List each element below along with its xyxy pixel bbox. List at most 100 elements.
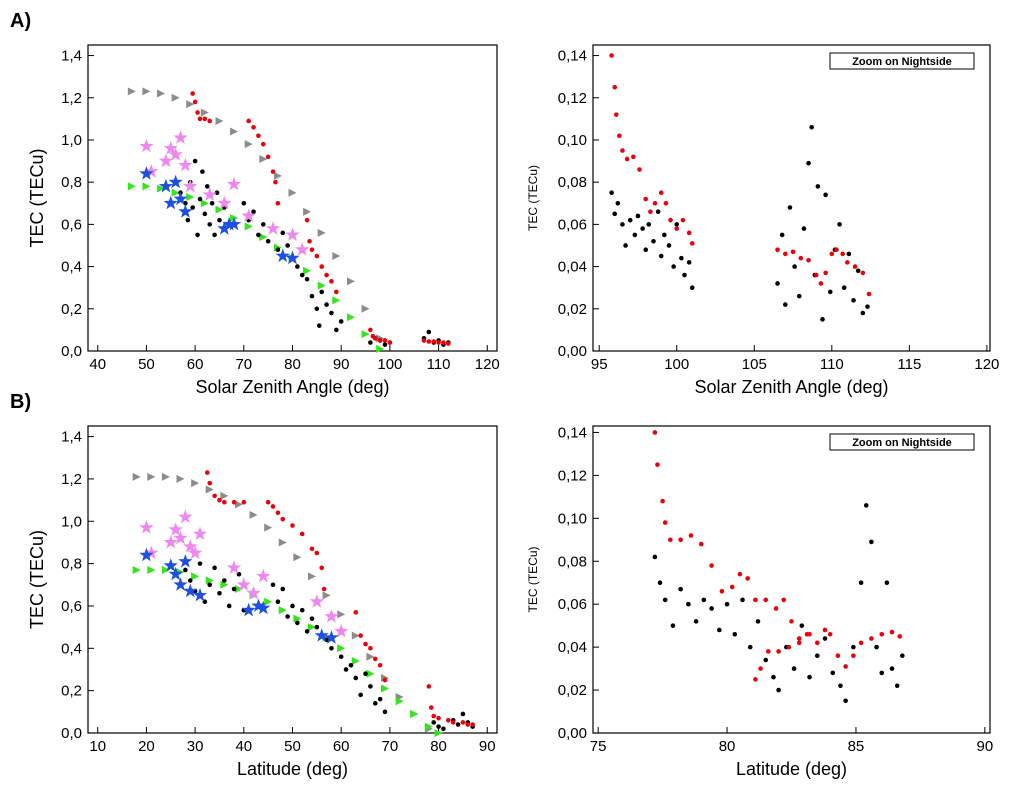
data-point	[329, 279, 334, 284]
data-point	[191, 479, 200, 488]
y-tick-label: 0,14	[558, 424, 587, 441]
series	[139, 509, 349, 638]
x-axis-title: Latitude (deg)	[237, 759, 348, 779]
data-point	[132, 565, 141, 574]
data-point	[353, 675, 359, 681]
data-point	[841, 285, 847, 290]
panel: 10 20 30 40 50 60 70 80 90 0,0 0,2 0,4 0,6 0,8 1,0 1,2 1…	[10, 391, 498, 779]
data-point	[158, 178, 173, 193]
data-point	[424, 722, 433, 731]
data-point	[441, 726, 446, 732]
data-point	[763, 597, 769, 603]
data-point	[307, 572, 316, 581]
data-point	[807, 674, 812, 680]
data-point	[192, 99, 198, 105]
data-point	[183, 567, 188, 573]
data-point	[142, 182, 151, 191]
data-point	[187, 578, 193, 583]
data-point	[139, 520, 154, 534]
panel: 75 80 85 90 0,00 0,02 0,04 0,06 0,08 0,10 0,12 0,14…	[526, 424, 993, 779]
data-point	[358, 692, 363, 698]
x-tick-label: 40	[235, 738, 252, 755]
data-point	[332, 296, 341, 305]
data-point	[686, 230, 692, 236]
data-point	[820, 317, 825, 322]
data-point	[709, 563, 714, 568]
x-tick-label: 100	[664, 356, 689, 373]
annotation: Zoom on Nightside	[852, 56, 952, 68]
data-point	[663, 200, 669, 206]
x-axis-title: Latitude (deg)	[736, 759, 847, 779]
data-point	[431, 713, 437, 719]
data-point	[139, 166, 154, 180]
y-tick-label: 0,00	[558, 725, 587, 742]
data-point	[745, 576, 750, 581]
data-point	[358, 633, 363, 638]
data-point	[719, 589, 725, 594]
data-point	[173, 530, 188, 545]
x-tick-label: 95	[591, 356, 608, 373]
data-point	[275, 247, 281, 253]
data-point	[814, 640, 820, 646]
data-point	[226, 216, 242, 231]
y-tick-label: 0,04	[558, 639, 587, 656]
data-point	[220, 580, 229, 589]
data-point	[251, 209, 256, 215]
x-tick-label: 105	[742, 356, 767, 373]
data-point	[314, 306, 320, 312]
data-point	[314, 253, 320, 259]
data-point	[314, 624, 320, 630]
y-tick-label: 0,06	[558, 596, 587, 613]
x-tick-label: 40	[89, 356, 106, 373]
data-point	[192, 526, 208, 540]
data-point	[717, 627, 722, 633]
data-point	[259, 154, 268, 163]
data-point	[441, 340, 446, 345]
data-point	[368, 646, 373, 651]
y-tick-label: 1,0	[61, 513, 82, 530]
data-point	[163, 140, 178, 155]
data-point	[869, 636, 874, 641]
data-point	[640, 226, 645, 231]
data-point	[304, 217, 310, 223]
data-point	[226, 560, 242, 574]
series	[652, 430, 903, 682]
data-point	[173, 191, 188, 206]
data-point	[689, 285, 695, 290]
series	[127, 182, 385, 353]
data-point	[747, 644, 753, 650]
data-point	[319, 565, 325, 571]
data-point	[309, 594, 324, 608]
data-point	[270, 582, 276, 588]
data-point	[620, 222, 625, 227]
data-point	[303, 266, 312, 275]
data-point	[860, 270, 866, 276]
data-point	[446, 341, 451, 346]
data-point	[220, 491, 229, 500]
data-point	[178, 554, 193, 568]
data-point	[346, 313, 355, 322]
data-point	[204, 184, 210, 189]
y-tick-label: 0,08	[558, 553, 587, 570]
data-point	[855, 268, 861, 274]
data-point	[655, 209, 661, 215]
data-point	[256, 600, 271, 615]
data-point	[200, 169, 205, 174]
data-point	[264, 597, 273, 606]
data-point	[421, 338, 427, 343]
data-point	[860, 310, 866, 316]
data-point	[299, 607, 305, 613]
data-point	[366, 669, 375, 678]
x-tick-label: 110	[427, 356, 451, 373]
y-tick-label: 0,06	[558, 216, 587, 233]
data-point	[163, 558, 178, 572]
data-point	[222, 499, 227, 505]
data-point	[178, 509, 193, 524]
y-tick-label: 0,2	[61, 301, 82, 318]
data-point	[693, 619, 699, 624]
data-point	[231, 586, 237, 592]
data-point	[791, 666, 797, 671]
data-point	[635, 213, 641, 219]
data-point	[863, 503, 869, 508]
